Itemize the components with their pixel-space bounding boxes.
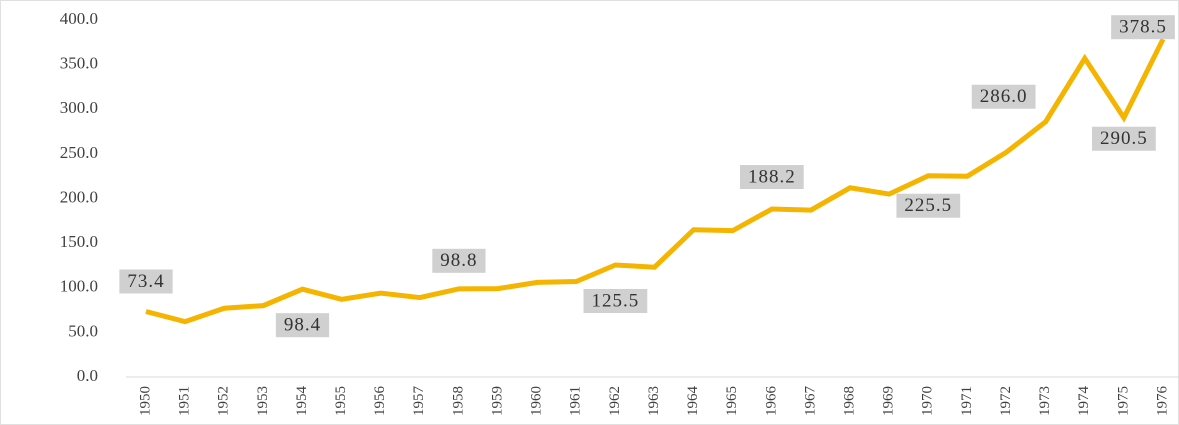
data-label-box — [432, 248, 486, 273]
data-label: 286.0 — [971, 84, 1036, 109]
data-label: 188.2 — [739, 165, 804, 190]
x-tick-label: 1950 — [137, 386, 153, 416]
data-label-text: 286.0 — [980, 86, 1028, 107]
x-tick-label: 1965 — [724, 386, 740, 416]
y-tick-label: 0.0 — [77, 366, 98, 385]
x-tick-label: 1963 — [646, 386, 662, 416]
x-tick-label: 1975 — [1115, 386, 1131, 416]
y-tick-label: 150.0 — [60, 232, 98, 251]
data-label: 378.5 — [1111, 15, 1175, 40]
data-label-text: 98.4 — [284, 315, 321, 336]
x-tick-label: 1955 — [333, 386, 349, 416]
x-tick-label: 1959 — [489, 386, 505, 416]
data-label-text: 188.2 — [748, 166, 796, 187]
data-label-box — [1092, 126, 1156, 151]
y-tick-label: 50.0 — [68, 321, 98, 340]
y-tick-label: 350.0 — [60, 54, 98, 73]
data-label-box — [739, 165, 804, 190]
data-label-box — [583, 288, 648, 313]
x-tick-label: 1972 — [998, 386, 1014, 416]
x-tick-label: 1960 — [529, 386, 545, 416]
data-label-box — [971, 84, 1036, 109]
x-tick-label: 1974 — [1076, 386, 1092, 417]
x-tick-label: 1957 — [411, 386, 427, 417]
y-tick-label: 400.0 — [60, 9, 98, 28]
x-tick-label: 1961 — [568, 386, 584, 416]
data-label-text: 125.5 — [592, 290, 640, 311]
x-tick-label: 1964 — [685, 386, 701, 417]
x-tick-label: 1952 — [216, 386, 232, 416]
y-tick-label: 100.0 — [60, 277, 98, 296]
x-tick-label: 1953 — [255, 386, 271, 416]
x-tick-label: 1966 — [763, 386, 779, 417]
data-label: 98.8 — [432, 248, 486, 273]
data-label: 73.4 — [119, 269, 173, 294]
data-label-box — [1111, 15, 1175, 40]
x-tick-label: 1971 — [959, 386, 975, 416]
data-label-text: 290.5 — [1100, 128, 1148, 149]
data-label-text: 378.5 — [1119, 17, 1167, 38]
data-label-text: 98.8 — [440, 250, 477, 271]
x-tick-label: 1969 — [881, 386, 897, 416]
data-label-box — [896, 193, 961, 218]
data-label-box — [119, 269, 173, 294]
data-label: 98.4 — [275, 313, 330, 338]
data-label-box — [275, 313, 330, 338]
y-tick-label: 300.0 — [60, 98, 98, 117]
x-tick-label: 1956 — [372, 386, 388, 417]
data-label: 225.5 — [896, 193, 961, 218]
data-label: 290.5 — [1092, 126, 1156, 151]
y-tick-label: 200.0 — [60, 187, 98, 206]
data-label: 125.5 — [583, 288, 648, 313]
data-line — [145, 38, 1166, 325]
y-tick-label: 250.0 — [60, 143, 98, 162]
data-label-text: 73.4 — [127, 271, 164, 292]
x-tick-label: 1968 — [842, 386, 858, 416]
x-tick-label: 1954 — [294, 386, 310, 417]
x-tick-label: 1962 — [607, 386, 623, 416]
x-tick-label: 1976 — [1154, 386, 1170, 417]
x-tick-label: 1967 — [802, 386, 818, 417]
x-tick-label: 1970 — [920, 386, 936, 416]
x-tick-label: 1973 — [1037, 386, 1053, 416]
x-tick-label: 1958 — [450, 386, 466, 416]
data-label-text: 225.5 — [904, 195, 952, 216]
x-tick-label: 1951 — [177, 386, 193, 416]
